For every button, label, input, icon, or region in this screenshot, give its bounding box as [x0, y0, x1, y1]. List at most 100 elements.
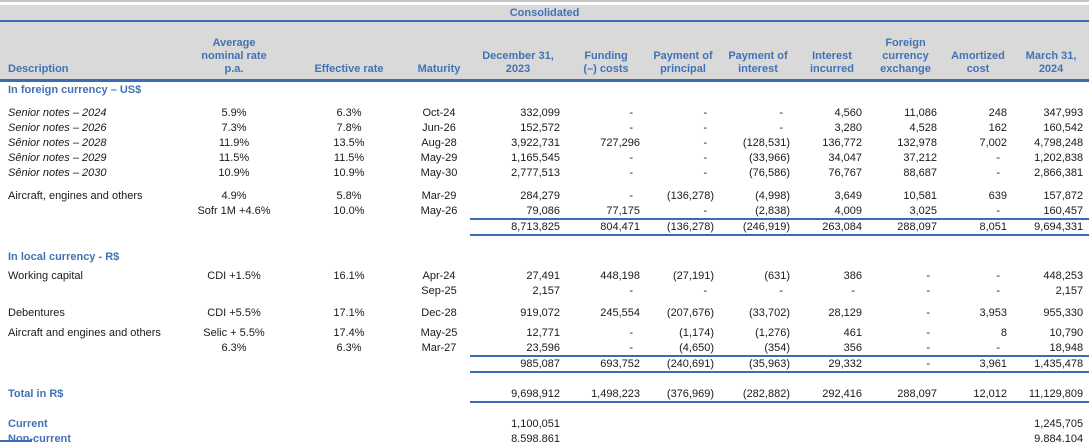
cell — [720, 249, 796, 264]
cell: 2,157 — [532, 284, 560, 297]
cell: 4,798,248 — [1034, 136, 1084, 149]
cell: 3,280 — [834, 121, 862, 134]
cell: 1,165,545 — [511, 151, 560, 164]
table-row: 8,713,825 804,471 (136,278) (246,919) 263,08… — [0, 218, 1089, 236]
cell: (128,531) — [742, 136, 790, 149]
column-header: Interest incurred — [796, 21, 868, 82]
cell: Senior notes – 2024 — [8, 106, 107, 119]
cell: May-26 — [420, 205, 458, 217]
cell — [290, 219, 408, 235]
cell: 1,202,838 — [1034, 151, 1084, 164]
spacer-row — [0, 298, 1089, 305]
cell: (136,278) — [646, 218, 720, 236]
cell: 88,687 — [903, 166, 937, 179]
cell — [178, 219, 290, 235]
cell: 2,157 — [1055, 284, 1084, 297]
cell — [943, 431, 1013, 442]
banner-row: Consolidated — [0, 5, 1089, 22]
cell: 4,560 — [834, 106, 862, 119]
cell — [408, 416, 470, 431]
cell: 11,086 — [904, 106, 937, 119]
cell: 8,713,825 — [470, 218, 566, 236]
table-row: Sep-25 2,157 - - - - - - 2,157 — [0, 283, 1089, 298]
cell: 288,097 — [868, 218, 943, 236]
cell: 132,978 — [897, 136, 937, 149]
cell: - — [629, 106, 633, 119]
table-row: 985,087 693,752 (240,691) (35,963) 29,332-3,… — [0, 355, 1089, 373]
cell: Jun-26 — [422, 121, 456, 134]
cell: 16.1% — [333, 269, 365, 282]
table-row: In local currency - R$ — [0, 249, 1089, 264]
column-header: Amortized cost — [943, 21, 1013, 82]
cell: May-29 — [420, 151, 458, 164]
cell — [1013, 249, 1089, 264]
cell: 5.8% — [336, 189, 362, 202]
cell: 6.3% — [336, 106, 362, 119]
cell — [290, 356, 408, 372]
cell: - — [926, 306, 930, 319]
cell: (240,691) — [646, 355, 720, 373]
cell: 693,752 — [566, 355, 646, 373]
cell: 804,471 — [566, 218, 646, 236]
cell: - — [629, 121, 633, 134]
spacer-row — [0, 97, 1089, 105]
cell — [178, 249, 290, 264]
cell: 9,884,104 — [1034, 432, 1084, 442]
cell: Apr-24 — [422, 269, 456, 282]
cell: 288,097 — [868, 386, 943, 403]
cell: (4,650) — [679, 341, 714, 354]
cell — [408, 431, 470, 442]
cell — [796, 249, 868, 264]
column-header: Average nominal rate p.a. — [178, 21, 290, 82]
cell: 263,084 — [796, 218, 868, 236]
cell — [178, 356, 290, 372]
table-row: In foreign currency – US$ — [0, 81, 1089, 98]
cell — [868, 416, 943, 431]
cell: - — [779, 106, 783, 119]
cell: 13.5% — [333, 136, 365, 149]
table-row: Working capital CDI +1.5% 16.1% Apr-24 27,49… — [0, 268, 1089, 283]
cell: 7.3% — [221, 121, 247, 134]
cell: CDI +5.5% — [207, 306, 261, 319]
cell: - — [629, 151, 633, 164]
spacer-cell — [0, 298, 1089, 305]
cell: - — [629, 341, 633, 354]
table-row: Sofr 1M +4.6% 10.0% May-26 79,086 77,175 - (2,… — [0, 203, 1089, 219]
cell: 152,572 — [520, 121, 560, 134]
cell: 3,953 — [979, 306, 1007, 319]
cell — [646, 416, 720, 431]
cell: 985,087 — [470, 355, 566, 373]
cell: - — [703, 166, 707, 179]
cell: - — [703, 204, 707, 217]
cell — [0, 340, 178, 356]
cell: 10,581 — [903, 189, 937, 202]
cell — [290, 249, 408, 264]
column-header: Foreign currency exchange — [868, 21, 943, 82]
cell: - — [926, 341, 930, 354]
cell: 1,100,051 — [511, 417, 560, 430]
consolidated-banner: Consolidated — [0, 5, 1089, 22]
cell: 17.1% — [333, 306, 365, 319]
cell: 10.9% — [218, 166, 250, 179]
column-header: Funding (–) costs — [566, 21, 646, 82]
cell: Sênior notes – 2029 — [8, 151, 107, 164]
cell — [943, 249, 1013, 264]
cell — [566, 431, 646, 442]
cell — [868, 81, 943, 98]
cell: - — [996, 204, 1000, 217]
cell: (33,966) — [749, 151, 790, 164]
spacer-cell — [0, 97, 1089, 105]
cell: 1,498,223 — [566, 386, 646, 403]
cell: May-30 — [420, 166, 458, 179]
cell: 12,012 — [943, 386, 1013, 403]
cell: 461 — [843, 326, 862, 339]
table-row: Sênior notes – 2030 10.9% 10.9% May-30 2,777… — [0, 165, 1089, 180]
cell: - — [629, 166, 633, 179]
cell: 37,212 — [903, 151, 937, 164]
cell — [796, 431, 868, 442]
cell — [178, 431, 290, 442]
table-row: Aircraft and engines and others Selic + 5… — [0, 325, 1089, 340]
cell: Aircraft and engines and others — [8, 326, 161, 339]
column-header: Payment of interest — [720, 21, 796, 82]
